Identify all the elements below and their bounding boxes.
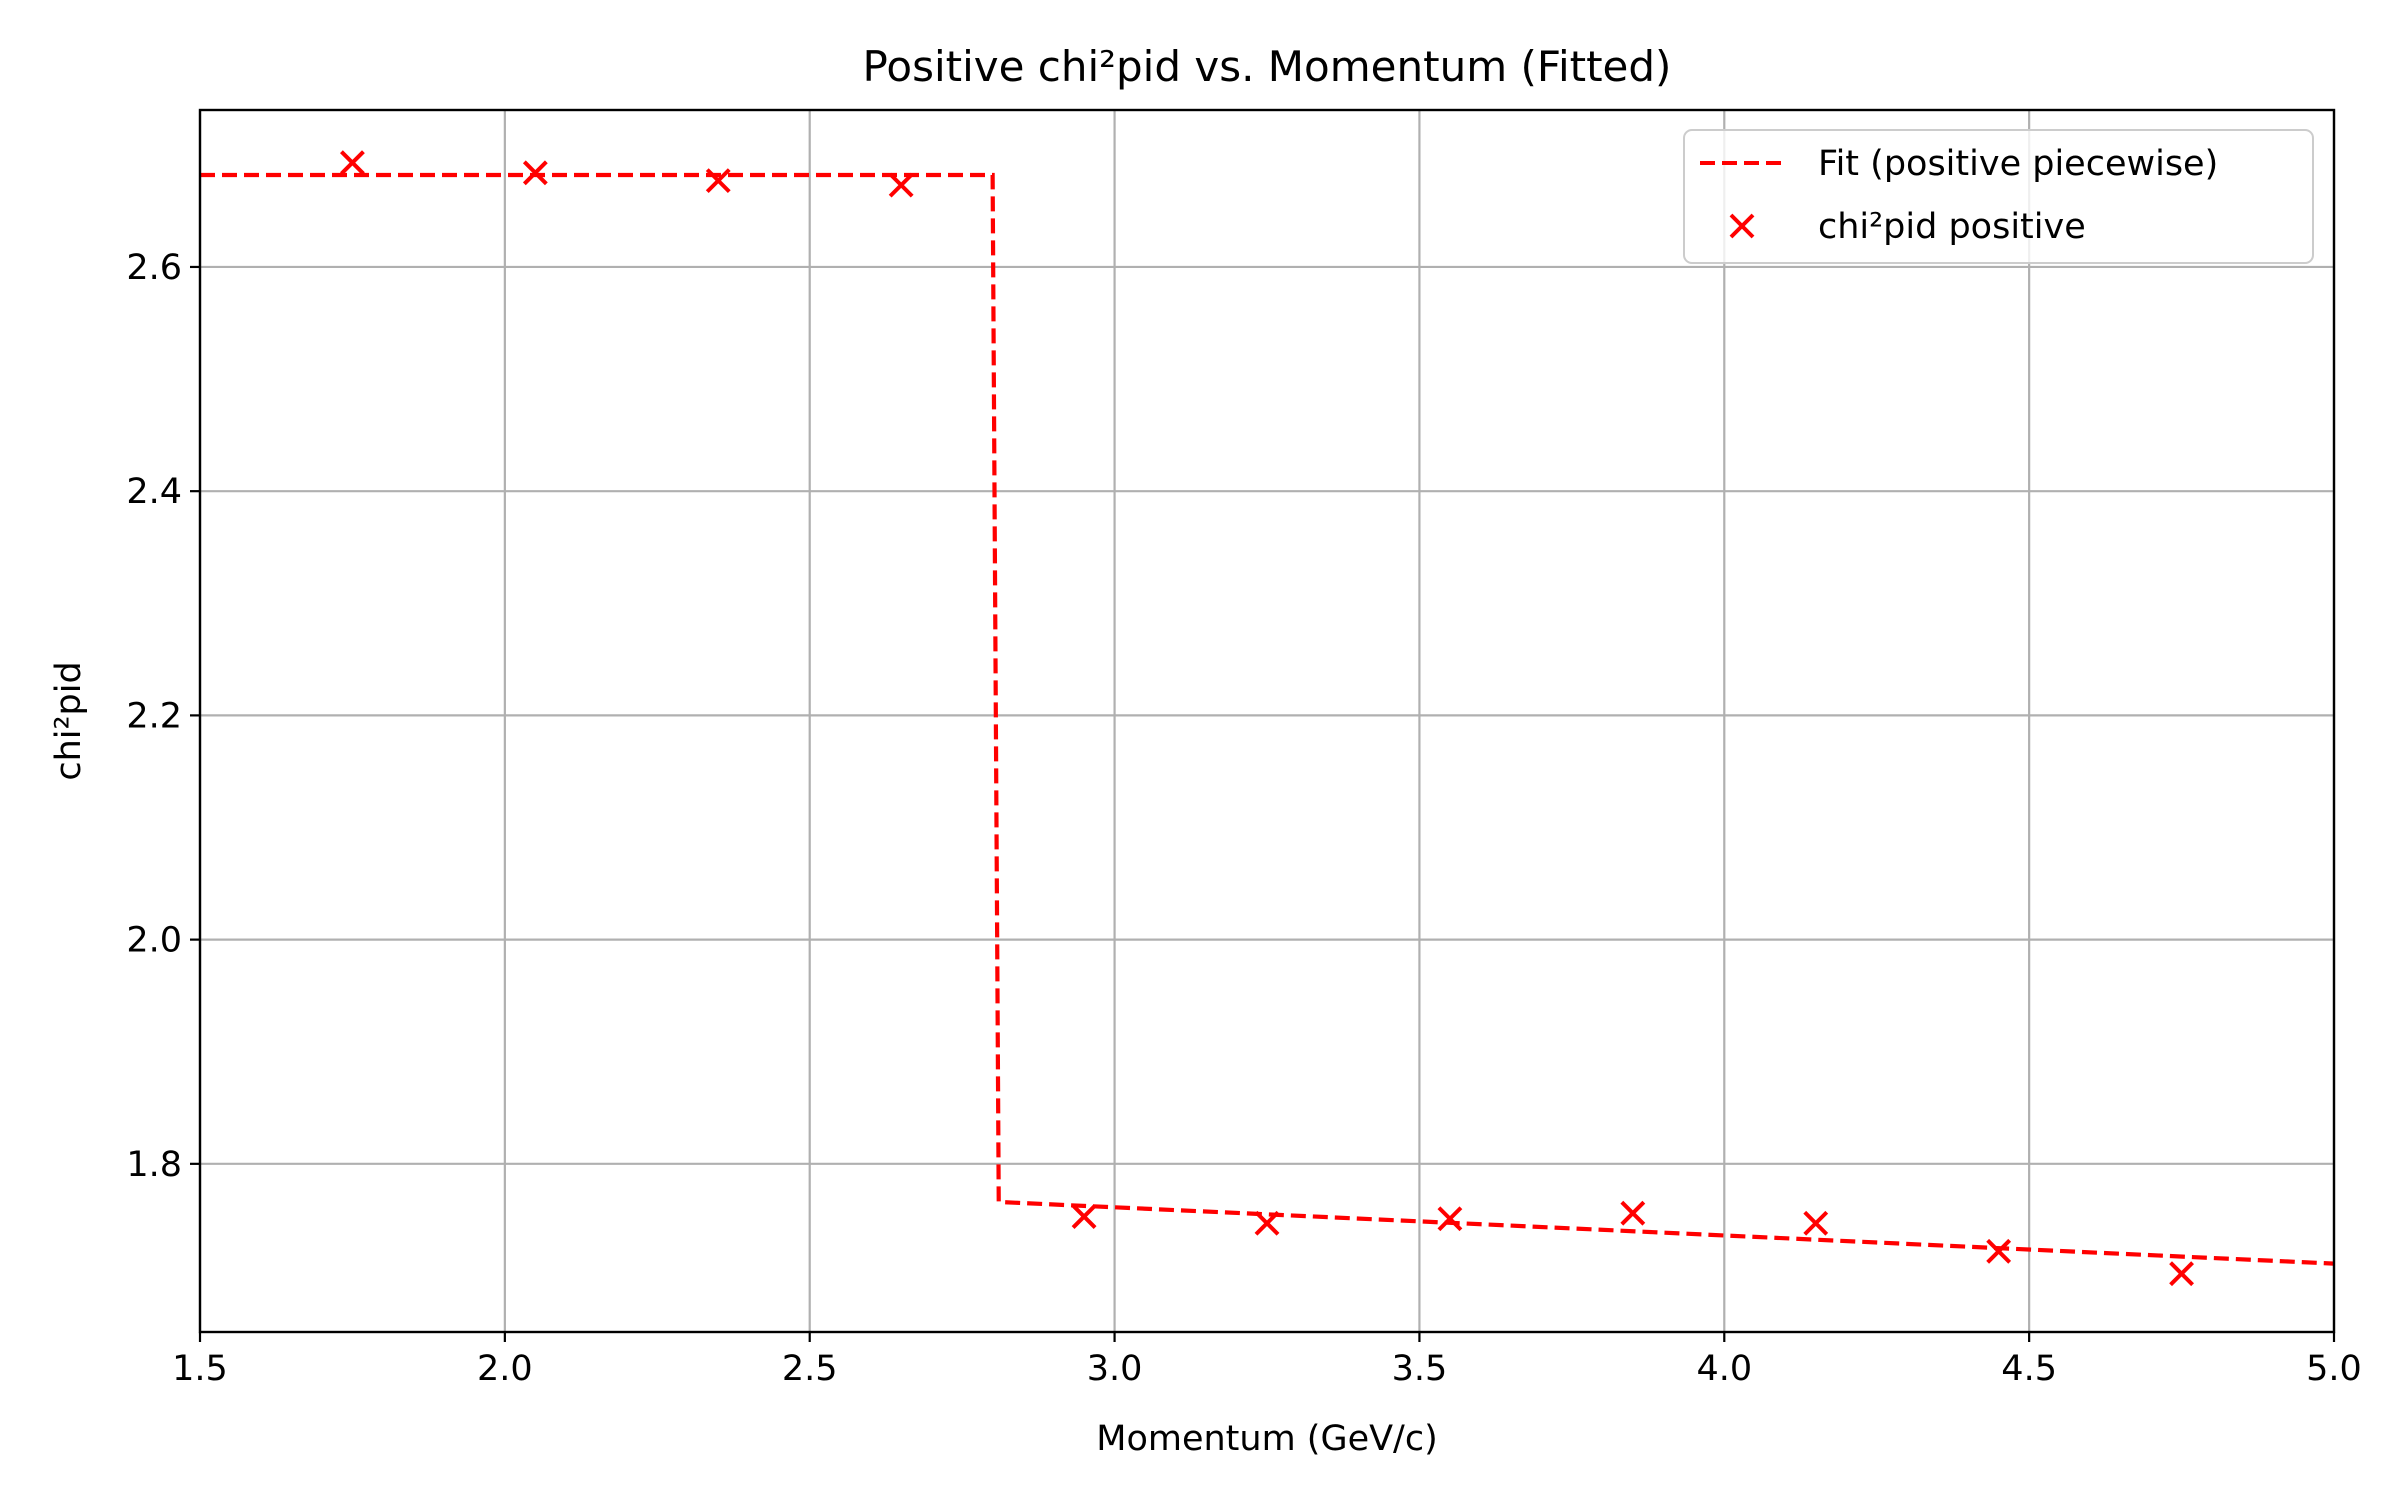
- x-tick-label: 5.0: [2306, 1349, 2362, 1389]
- data-point-marker: [1437, 1206, 1463, 1232]
- data-point-marker: [2169, 1261, 2194, 1287]
- x-axis-label: Momentum (GeV/c): [1096, 1419, 1438, 1459]
- data-point-marker: [1986, 1238, 2012, 1264]
- x-tick-label: 4.5: [2001, 1349, 2057, 1389]
- x-tick-label: 4.0: [1696, 1349, 1752, 1389]
- legend-label-fit: Fit (positive piecewise): [1818, 144, 2218, 184]
- marker-stroke: [1620, 1200, 1646, 1226]
- legend-box: [1683, 129, 2314, 264]
- marker-stroke: [888, 172, 914, 198]
- x-tick-label: 3.5: [1392, 1349, 1448, 1389]
- chart-title: Positive chi²pid vs. Momentum (Fitted): [863, 42, 1672, 91]
- x-tick-label: 2.0: [477, 1349, 533, 1389]
- marker-stroke: [2169, 1261, 2194, 1287]
- marker-stroke: [705, 168, 731, 194]
- marker-stroke: [340, 150, 365, 176]
- marker-stroke: [1437, 1206, 1463, 1232]
- data-point-marker: [888, 172, 914, 198]
- legend: Fit (positive piecewise) chi²pid positiv…: [1683, 129, 2314, 264]
- y-axis-label: chi²pid: [49, 661, 89, 780]
- x-tick-label: 2.5: [782, 1349, 838, 1389]
- data-point-marker: [522, 160, 548, 186]
- marker-stroke: [1254, 1210, 1280, 1236]
- data-point-marker: [1254, 1210, 1280, 1236]
- tick-layer: 1.5 2.0 2.5 3.0 3.5 4.0 4.5 5.0 1.8 2.0 2.2 2.4 2.6: [126, 248, 2362, 1389]
- series-layer: [200, 150, 2335, 1287]
- y-tick-label: 2.2: [126, 696, 182, 736]
- data-point-marker: [1071, 1204, 1097, 1229]
- fit-line: [200, 172, 2335, 1266]
- data-point-marker: [1803, 1210, 1829, 1236]
- x-tick-label: 3.0: [1087, 1349, 1143, 1389]
- y-tick-label: 1.8: [126, 1145, 182, 1185]
- marker-stroke: [522, 160, 548, 186]
- marker-stroke: [1986, 1238, 2012, 1264]
- x-tick-label: 1.5: [172, 1349, 228, 1389]
- marker-stroke: [1803, 1210, 1829, 1236]
- plot-frame: [198, 108, 2336, 1334]
- data-point-marker: [705, 168, 731, 194]
- legend-label-data: chi²pid positive: [1818, 207, 2086, 247]
- legend-marker-swatch: [1729, 213, 1755, 239]
- data-point-marker: [340, 150, 365, 176]
- y-tick-label: 2.6: [126, 248, 182, 288]
- y-tick-label: 2.0: [126, 921, 182, 961]
- y-tick-label: 2.4: [126, 472, 182, 512]
- data-point-marker: [1620, 1200, 1646, 1226]
- marker-stroke: [1071, 1204, 1097, 1229]
